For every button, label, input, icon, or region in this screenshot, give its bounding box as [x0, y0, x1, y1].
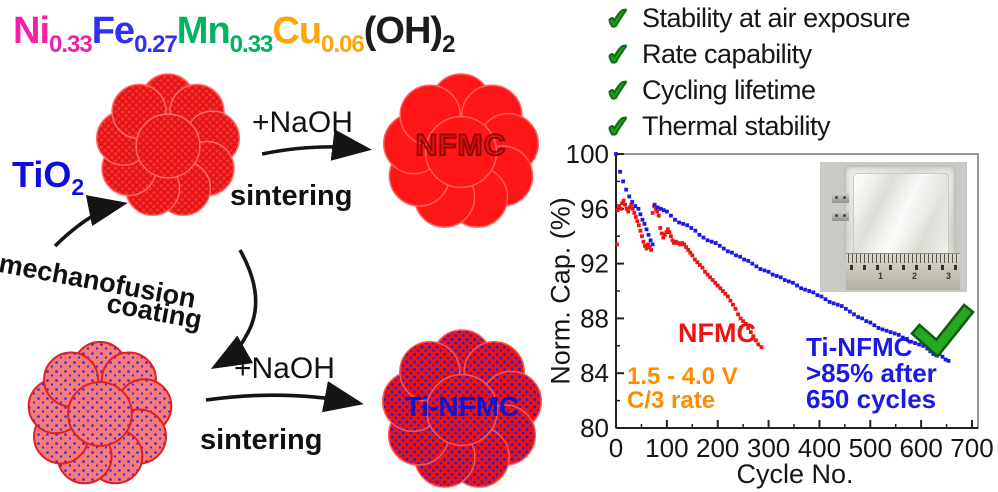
precursor-particle-cluster	[95, 73, 241, 217]
ti-nfmc-series-annotation: Ti-NFMC >85% after 650 cycles	[806, 334, 937, 412]
ti-nfmc-annotation-line1: Ti-NFMC	[806, 332, 913, 362]
naoh-label-top: +NaOH	[252, 106, 353, 139]
svg-text:100: 100	[645, 433, 688, 463]
svg-text:600: 600	[899, 433, 942, 463]
tio2-label: TiO2	[12, 154, 85, 200]
ruler-ticks	[848, 254, 958, 263]
check-icon: ✔	[604, 1, 633, 37]
benefit-label: Cycling lifetime	[642, 74, 816, 105]
cell-tab	[832, 211, 849, 221]
cell-tab	[832, 193, 849, 203]
test-conditions-annotation: 1.5 - 4.0 V C/3 rate	[627, 365, 738, 413]
svg-text:80: 80	[580, 413, 609, 443]
ti-nfmc-annotation-line3: 650 cycles	[806, 384, 937, 414]
svg-text:96: 96	[580, 194, 609, 224]
check-icon: ✔	[604, 109, 633, 145]
top-reaction-arrow	[261, 129, 372, 161]
tio2-coated-particle-cluster	[27, 341, 173, 485]
benefit-item: ✔ Stability at air exposure	[604, 0, 911, 37]
benefit-item: ✔ Cycling lifetime	[604, 72, 910, 109]
ruler: 1 2 3	[846, 253, 960, 290]
benefits-checklist: ✔ Stability at air exposure ✔ Rate capabili…	[604, 0, 911, 145]
formula-segment: Ni0.33	[13, 10, 93, 58]
tio2-to-cluster-arrow	[53, 195, 128, 248]
ruler-marks	[850, 265, 958, 270]
voltage-window-label: 1.5 - 4.0 V	[627, 363, 738, 390]
formula-segment: Cu0.06	[272, 10, 364, 58]
pouch-seam	[853, 173, 949, 256]
formula-segment: (OH)2	[363, 10, 456, 58]
formula-segment: Fe0.27	[91, 10, 178, 58]
ruler-number: 2	[912, 271, 918, 281]
ruler-number: 1	[878, 271, 884, 281]
ti-nfmc-product-label: Ti-NFMC	[404, 391, 520, 422]
svg-text:0: 0	[609, 433, 623, 463]
bottom-reaction-arrow	[205, 381, 364, 413]
mechanofusion-arrow	[210, 249, 258, 369]
check-icon: ✔	[604, 37, 633, 73]
svg-text:88: 88	[580, 303, 609, 333]
pouch-cell-photo: 1 2 3	[820, 162, 967, 292]
svg-text:92: 92	[580, 249, 609, 279]
ruler-number: 3	[946, 271, 952, 281]
benefit-item: ✔ Rate capability	[604, 36, 910, 73]
c-rate-label: C/3 rate	[627, 387, 716, 414]
chemical-formula: Ni0.33Fe0.27Mn0.33Cu0.06(OH)2	[13, 10, 456, 59]
nfmc-product-label: NFMC	[415, 128, 507, 163]
benefit-label: Thermal stability	[642, 110, 831, 141]
benefit-label: Stability at air exposure	[642, 2, 911, 33]
svg-text:84: 84	[580, 358, 609, 388]
nfmc-series-annotation: NFMC	[678, 318, 756, 348]
formula-segment: Mn0.33	[176, 10, 274, 58]
benefit-label: Rate capability	[642, 38, 812, 69]
naoh-label-bottom: +NaOH	[234, 352, 335, 385]
sintering-label-top: sintering	[230, 180, 353, 212]
x-axis-label: Cycle No.	[736, 459, 854, 489]
check-icon: ✔	[604, 73, 633, 109]
ti-nfmc-annotation-line2: >85% after	[806, 358, 937, 388]
svg-text:700: 700	[950, 433, 993, 463]
benefit-item: ✔ Thermal stability	[604, 108, 910, 145]
pouch-cell	[844, 165, 956, 265]
sintering-label-bottom: sintering	[200, 424, 323, 456]
y-axis-label: Norm. Cap. (%)	[545, 197, 576, 385]
